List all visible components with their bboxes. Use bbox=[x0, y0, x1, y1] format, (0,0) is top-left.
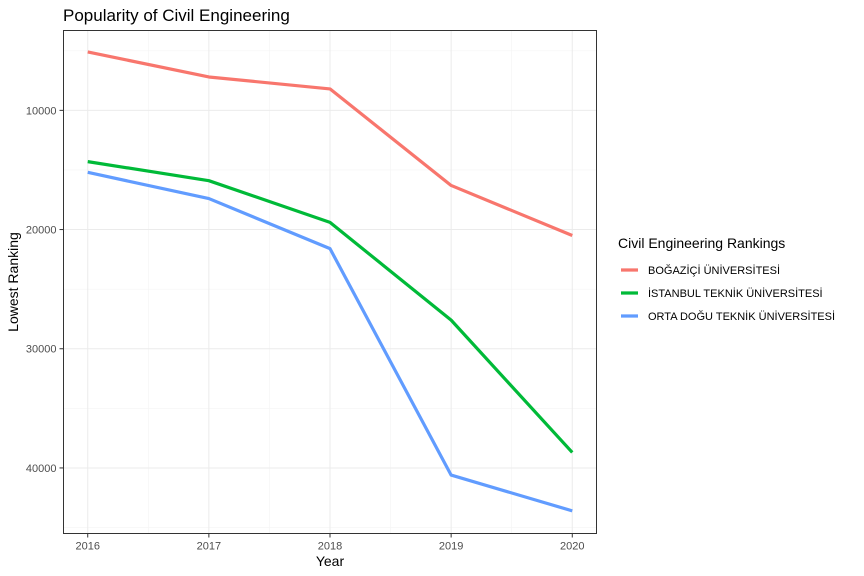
legend-title: Civil Engineering Rankings bbox=[618, 235, 785, 251]
series-line-1 bbox=[87, 50, 573, 237]
x-tick-label: 2020 bbox=[560, 541, 584, 553]
series-line-2 bbox=[87, 160, 574, 454]
y-tick-label: 40000 bbox=[26, 463, 57, 475]
legend: Civil Engineering Rankings BOĞAZİÇİ ÜNİV… bbox=[618, 235, 835, 323]
x-axis-ticks: 2016 2017 2018 2019 2020 bbox=[75, 533, 585, 553]
x-axis-title: Year bbox=[316, 553, 345, 569]
y-axis-ticks: 10000 20000 30000 40000 bbox=[26, 105, 64, 475]
major-gridlines bbox=[63, 30, 597, 534]
legend-label-1: BOĞAZİÇİ ÜNİVERSİTESİ bbox=[648, 264, 780, 277]
x-tick-label: 2016 bbox=[75, 541, 99, 553]
x-tick-label: 2018 bbox=[318, 541, 342, 553]
y-axis-title: Lowest Ranking bbox=[5, 232, 21, 332]
x-tick-label: 2019 bbox=[439, 541, 463, 553]
legend-label-2: İSTANBUL TEKNİK ÜNİVERSİTESİ bbox=[648, 287, 823, 300]
series-line-3 bbox=[87, 170, 573, 513]
chart-title: Popularity of Civil Engineering bbox=[63, 6, 290, 25]
y-tick-label: 10000 bbox=[26, 105, 57, 117]
y-tick-label: 30000 bbox=[26, 344, 57, 356]
series-lines bbox=[87, 50, 574, 513]
x-tick-label: 2017 bbox=[197, 541, 221, 553]
legend-label-3: ORTA DOĞU TEKNİK ÜNİVERSİTESİ bbox=[648, 310, 835, 323]
y-tick-label: 20000 bbox=[26, 225, 57, 237]
